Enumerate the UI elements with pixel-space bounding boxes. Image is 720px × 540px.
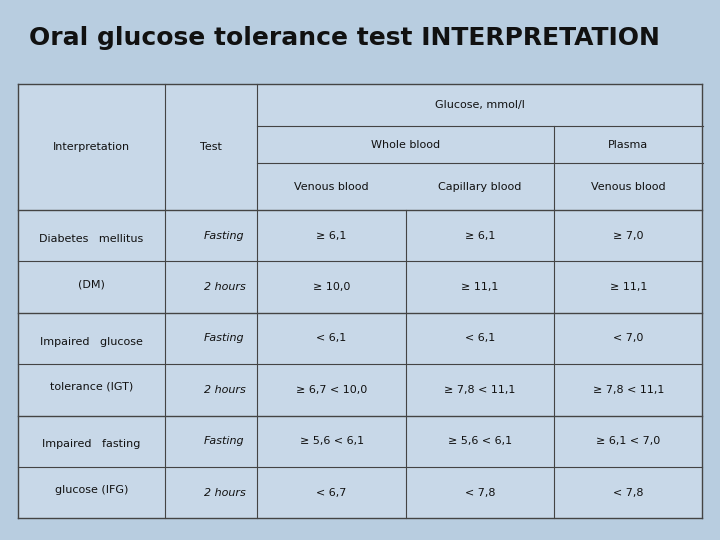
Text: 2 hours: 2 hours xyxy=(204,488,246,498)
Text: ≥ 11,1: ≥ 11,1 xyxy=(610,282,647,292)
Text: Fasting: Fasting xyxy=(204,231,245,241)
Text: ≥ 7,8 < 11,1: ≥ 7,8 < 11,1 xyxy=(444,385,516,395)
Text: Capillary blood: Capillary blood xyxy=(438,182,522,192)
Text: ≥ 7,8 < 11,1: ≥ 7,8 < 11,1 xyxy=(593,385,664,395)
Text: Interpretation: Interpretation xyxy=(53,142,130,152)
Text: < 7,8: < 7,8 xyxy=(613,488,644,498)
Text: < 7,0: < 7,0 xyxy=(613,334,644,343)
Text: ≥ 6,1 < 7,0: ≥ 6,1 < 7,0 xyxy=(596,436,660,446)
Text: tolerance (IGT): tolerance (IGT) xyxy=(50,382,133,392)
Text: 2 hours: 2 hours xyxy=(204,385,246,395)
Bar xyxy=(18,84,702,518)
Text: Impaired   glucose: Impaired glucose xyxy=(40,336,143,347)
Text: Glucose, mmol/l: Glucose, mmol/l xyxy=(435,100,525,110)
Text: ≥ 6,1: ≥ 6,1 xyxy=(465,231,495,241)
Text: ≥ 5,6 < 6,1: ≥ 5,6 < 6,1 xyxy=(448,436,512,446)
Text: 2 hours: 2 hours xyxy=(204,282,246,292)
Text: (DM): (DM) xyxy=(78,279,105,289)
Text: ≥ 11,1: ≥ 11,1 xyxy=(462,282,499,292)
Text: Diabetes   mellitus: Diabetes mellitus xyxy=(40,234,144,244)
Text: Whole blood: Whole blood xyxy=(372,140,441,150)
Text: < 7,8: < 7,8 xyxy=(465,488,495,498)
Text: ≥ 7,0: ≥ 7,0 xyxy=(613,231,644,241)
Text: Fasting: Fasting xyxy=(204,334,245,343)
Text: ≥ 5,6 < 6,1: ≥ 5,6 < 6,1 xyxy=(300,436,364,446)
Text: < 6,1: < 6,1 xyxy=(317,334,347,343)
Text: Venous blood: Venous blood xyxy=(294,182,369,192)
Text: glucose (IFG): glucose (IFG) xyxy=(55,484,128,495)
Text: < 6,1: < 6,1 xyxy=(465,334,495,343)
Text: Test: Test xyxy=(200,142,222,152)
Text: ≥ 6,7 < 10,0: ≥ 6,7 < 10,0 xyxy=(296,385,367,395)
Text: Impaired   fasting: Impaired fasting xyxy=(42,440,140,449)
Text: Fasting: Fasting xyxy=(204,436,245,446)
Text: < 6,7: < 6,7 xyxy=(316,488,347,498)
Text: Oral glucose tolerance test INTERPRETATION: Oral glucose tolerance test INTERPRETATI… xyxy=(29,26,660,50)
Text: ≥ 6,1: ≥ 6,1 xyxy=(316,231,347,241)
Text: Venous blood: Venous blood xyxy=(591,182,666,192)
Text: Plasma: Plasma xyxy=(608,140,649,150)
Text: ≥ 10,0: ≥ 10,0 xyxy=(313,282,351,292)
